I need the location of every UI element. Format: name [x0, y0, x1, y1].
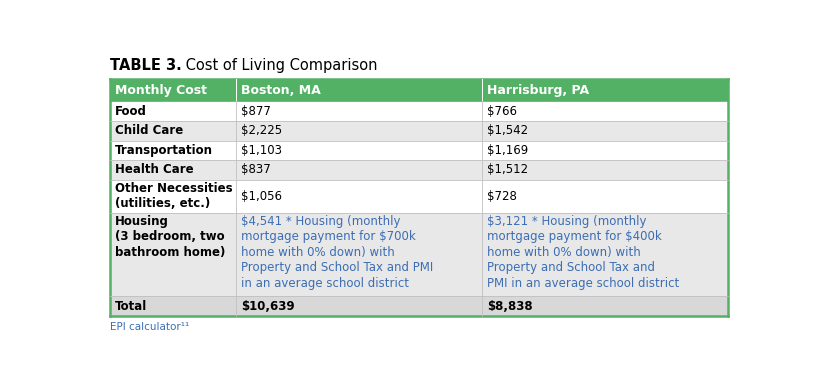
- Text: $1,512: $1,512: [487, 163, 528, 176]
- Text: $766: $766: [487, 105, 517, 118]
- Text: EPI calculator¹¹: EPI calculator¹¹: [109, 322, 189, 332]
- Bar: [109, 213, 728, 296]
- Bar: [109, 79, 728, 102]
- Text: Monthly Cost: Monthly Cost: [114, 83, 207, 96]
- Text: $8,838: $8,838: [487, 299, 533, 312]
- Text: $728: $728: [487, 190, 516, 203]
- Bar: [109, 102, 728, 121]
- Text: Boston, MA: Boston, MA: [242, 83, 321, 96]
- Text: Transportation: Transportation: [114, 144, 212, 157]
- Text: $837: $837: [242, 163, 271, 176]
- Text: Total: Total: [114, 299, 147, 312]
- Bar: [109, 180, 728, 213]
- Text: $3,121 * Housing (monthly
mortgage payment for $400k
home with 0% down) with
Pro: $3,121 * Housing (monthly mortgage payme…: [487, 215, 679, 290]
- Text: $1,056: $1,056: [242, 190, 283, 203]
- Text: Harrisburg, PA: Harrisburg, PA: [487, 83, 589, 96]
- Text: Food: Food: [114, 105, 147, 118]
- Text: $1,169: $1,169: [487, 144, 528, 157]
- Text: $4,541 * Housing (monthly
mortgage payment for $700k
home with 0% down) with
Pro: $4,541 * Housing (monthly mortgage payme…: [242, 215, 434, 290]
- Bar: [109, 296, 728, 316]
- Bar: [109, 160, 728, 180]
- Text: $10,639: $10,639: [242, 299, 295, 312]
- Text: Housing
(3 bedroom, two
bathroom home): Housing (3 bedroom, two bathroom home): [114, 215, 225, 259]
- Text: $877: $877: [242, 105, 271, 118]
- Text: $1,542: $1,542: [487, 124, 528, 137]
- Text: Cost of Living Comparison: Cost of Living Comparison: [181, 58, 378, 73]
- Text: Health Care: Health Care: [114, 163, 194, 176]
- Text: $2,225: $2,225: [242, 124, 283, 137]
- Text: $1,103: $1,103: [242, 144, 283, 157]
- Text: Other Necessities
(utilities, etc.): Other Necessities (utilities, etc.): [114, 181, 232, 210]
- Text: Child Care: Child Care: [114, 124, 183, 137]
- Text: TABLE 3.: TABLE 3.: [109, 58, 181, 73]
- Bar: [109, 141, 728, 160]
- Bar: [109, 121, 728, 141]
